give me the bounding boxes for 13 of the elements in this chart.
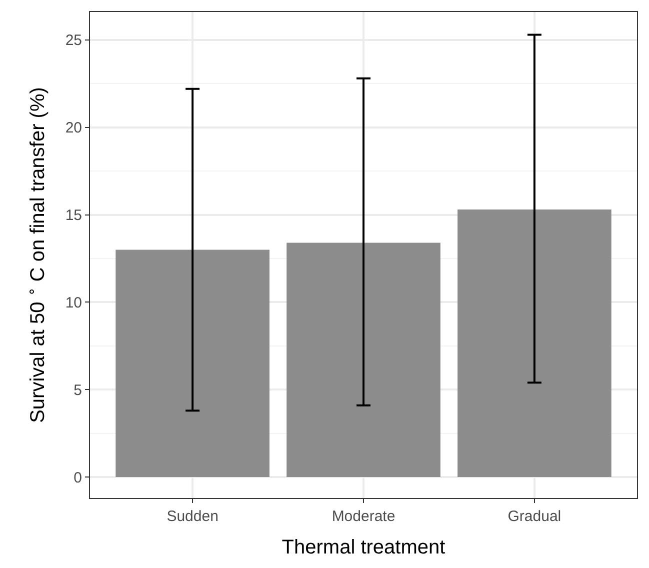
x-axis-title: Thermal treatment [282, 536, 446, 558]
y-tick-label: 5 [74, 382, 82, 399]
y-tick-label: 20 [65, 120, 82, 137]
x-tick-label: Sudden [166, 508, 218, 525]
y-tick-label: 15 [65, 207, 82, 224]
y-tick-label: 0 [74, 469, 82, 486]
y-tick-label: 25 [65, 32, 82, 50]
x-tick-label: Moderate [332, 508, 396, 525]
bar [116, 250, 270, 478]
bar [458, 210, 612, 478]
y-tick-label: 10 [65, 294, 82, 312]
bar [286, 242, 440, 478]
x-tick-label: Gradual [508, 508, 562, 525]
